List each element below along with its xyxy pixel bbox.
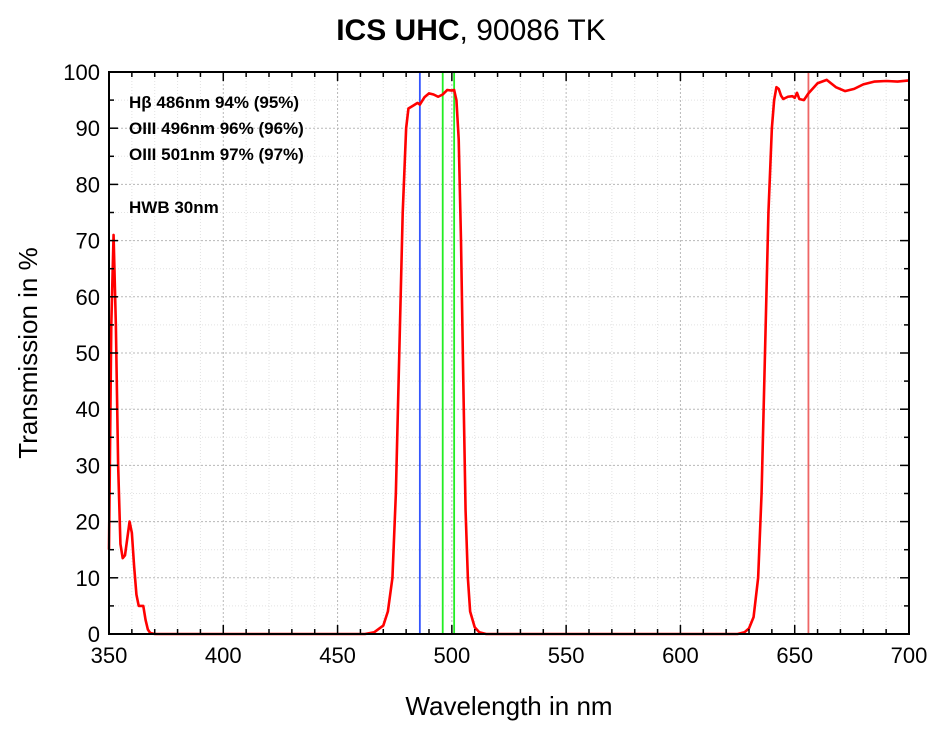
y-tick-label: 10 bbox=[76, 566, 100, 591]
y-tick-label: 70 bbox=[76, 229, 100, 254]
y-tick-label: 30 bbox=[76, 453, 100, 478]
annotation-line-1: OIII 496nm 96% (96%) bbox=[129, 119, 304, 138]
annotations: Hβ 486nm 94% (95%) OIII 496nm 96% (96%) OI… bbox=[129, 93, 304, 217]
y-tick-label: 60 bbox=[76, 285, 100, 310]
chart-title: ICS UHC, 90086 TK bbox=[336, 14, 606, 47]
x-tick-label: 700 bbox=[891, 643, 928, 668]
y-tick-label: 20 bbox=[76, 510, 100, 535]
axis-ticks bbox=[108, 71, 910, 635]
annotation-line-3: HWB 30nm bbox=[129, 198, 219, 217]
y-tick-labels: 0 10 20 30 40 50 60 70 80 90 100 bbox=[63, 60, 100, 647]
series-line-0 bbox=[107, 78, 910, 636]
y-tick-label: 0 bbox=[88, 622, 100, 647]
x-axis-label: Wavelength in nm bbox=[405, 691, 612, 721]
y-tick-label: 50 bbox=[76, 341, 100, 366]
x-tick-label: 600 bbox=[662, 643, 699, 668]
chart-title-sub: , 90086 TK bbox=[460, 14, 606, 47]
grid bbox=[109, 72, 909, 634]
y-tick-label: 100 bbox=[63, 60, 100, 85]
x-tick-label: 400 bbox=[205, 643, 242, 668]
y-tick-label: 40 bbox=[76, 397, 100, 422]
annotation-line-2: OIII 501nm 97% (97%) bbox=[129, 145, 304, 164]
x-tick-label: 350 bbox=[91, 643, 128, 668]
x-tick-label: 450 bbox=[319, 643, 356, 668]
x-tick-label: 650 bbox=[776, 643, 813, 668]
x-tick-label: 500 bbox=[433, 643, 470, 668]
y-tick-label: 90 bbox=[76, 116, 100, 141]
x-tick-label: 550 bbox=[548, 643, 585, 668]
y-tick-label: 80 bbox=[76, 172, 100, 197]
chart-title-main: ICS UHC bbox=[336, 14, 459, 47]
series-layer bbox=[107, 78, 910, 636]
x-tick-labels: 350 400 450 500 550 600 650 700 bbox=[91, 643, 928, 668]
marker-lines bbox=[418, 72, 810, 634]
annotation-line-0: Hβ 486nm 94% (95%) bbox=[129, 93, 299, 112]
y-axis-label: Transmission in % bbox=[13, 247, 43, 458]
